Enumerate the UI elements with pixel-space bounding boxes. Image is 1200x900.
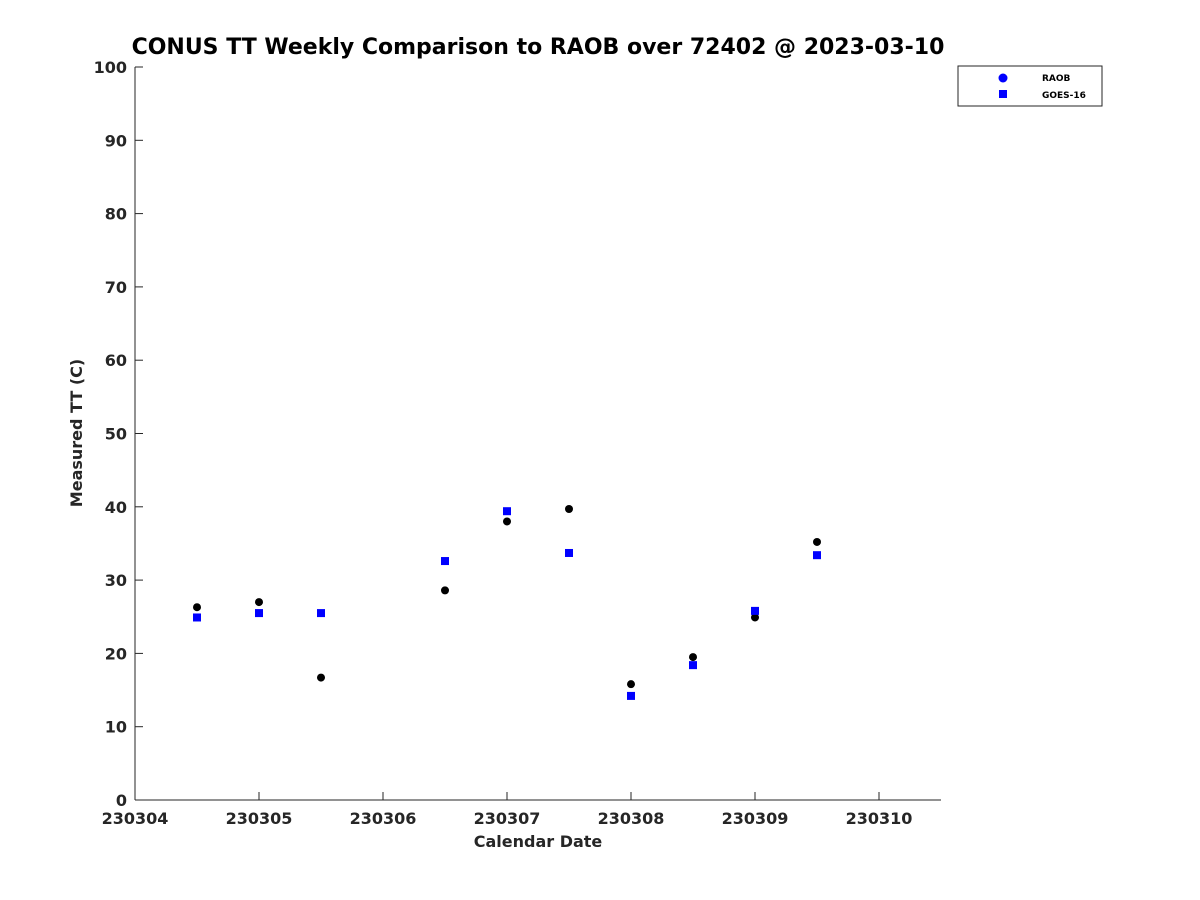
point-raob	[813, 537, 821, 546]
point-raob	[317, 673, 325, 682]
y-tick-label: 90	[105, 131, 127, 150]
y-tick-label: 20	[105, 644, 127, 663]
point-raob	[255, 598, 263, 607]
x-axis-ticks: 230304 230305 230306 230307 230308 230309 2303…	[102, 792, 913, 828]
point-goes-16	[193, 613, 201, 622]
y-axis-title: Measured TT (C)	[67, 359, 86, 507]
x-tick-label: 230310	[846, 809, 913, 828]
point-raob	[565, 504, 573, 513]
legend: RAOB GOES-16	[957, 65, 1103, 107]
point-goes-16	[627, 691, 635, 700]
x-tick-label: 230305	[226, 809, 293, 828]
x-tick-label: 230304	[102, 809, 169, 828]
legend-label-raob: RAOB	[1042, 74, 1071, 84]
x-tick-label: 230306	[350, 809, 417, 828]
legend-label-goes-16: GOES-16	[1042, 91, 1086, 101]
point-raob	[751, 613, 759, 622]
point-goes-16	[689, 661, 697, 670]
point-goes-16	[813, 551, 821, 560]
legend-marker-goes-16	[999, 90, 1007, 98]
point-raob	[627, 680, 635, 689]
x-tick-label: 230309	[722, 809, 789, 828]
y-tick-label: 100	[94, 58, 127, 77]
point-goes-16	[565, 548, 573, 557]
y-tick-label: 10	[105, 718, 127, 737]
y-tick-label: 40	[105, 498, 127, 517]
y-tick-label: 60	[105, 351, 127, 370]
legend-marker-raob	[998, 73, 1008, 83]
series-raob	[193, 504, 821, 689]
legend-box	[957, 65, 1103, 107]
x-tick-label: 230307	[474, 809, 541, 828]
y-tick-label: 80	[105, 205, 127, 224]
point-goes-16	[503, 507, 511, 516]
x-tick-label: 230308	[598, 809, 665, 828]
point-goes-16	[751, 606, 759, 615]
point-goes-16	[255, 609, 263, 618]
y-tick-label: 50	[105, 425, 127, 444]
point-goes-16	[441, 557, 449, 566]
y-tick-label: 70	[105, 278, 127, 297]
point-raob	[503, 517, 511, 526]
chart-title: CONUS TT Weekly Comparison to RAOB over …	[132, 35, 945, 60]
point-raob	[193, 603, 201, 612]
y-axis-ticks: 0 10 20 30 40 50 60 70 80 90 100	[94, 58, 143, 810]
series-goes-16	[193, 507, 821, 700]
point-raob	[689, 653, 697, 662]
point-goes-16	[317, 609, 325, 618]
point-raob	[441, 586, 449, 595]
data-points	[193, 504, 821, 700]
y-tick-label: 30	[105, 571, 127, 590]
x-axis-title: Calendar Date	[474, 832, 603, 851]
y-tick-label: 0	[116, 791, 127, 810]
